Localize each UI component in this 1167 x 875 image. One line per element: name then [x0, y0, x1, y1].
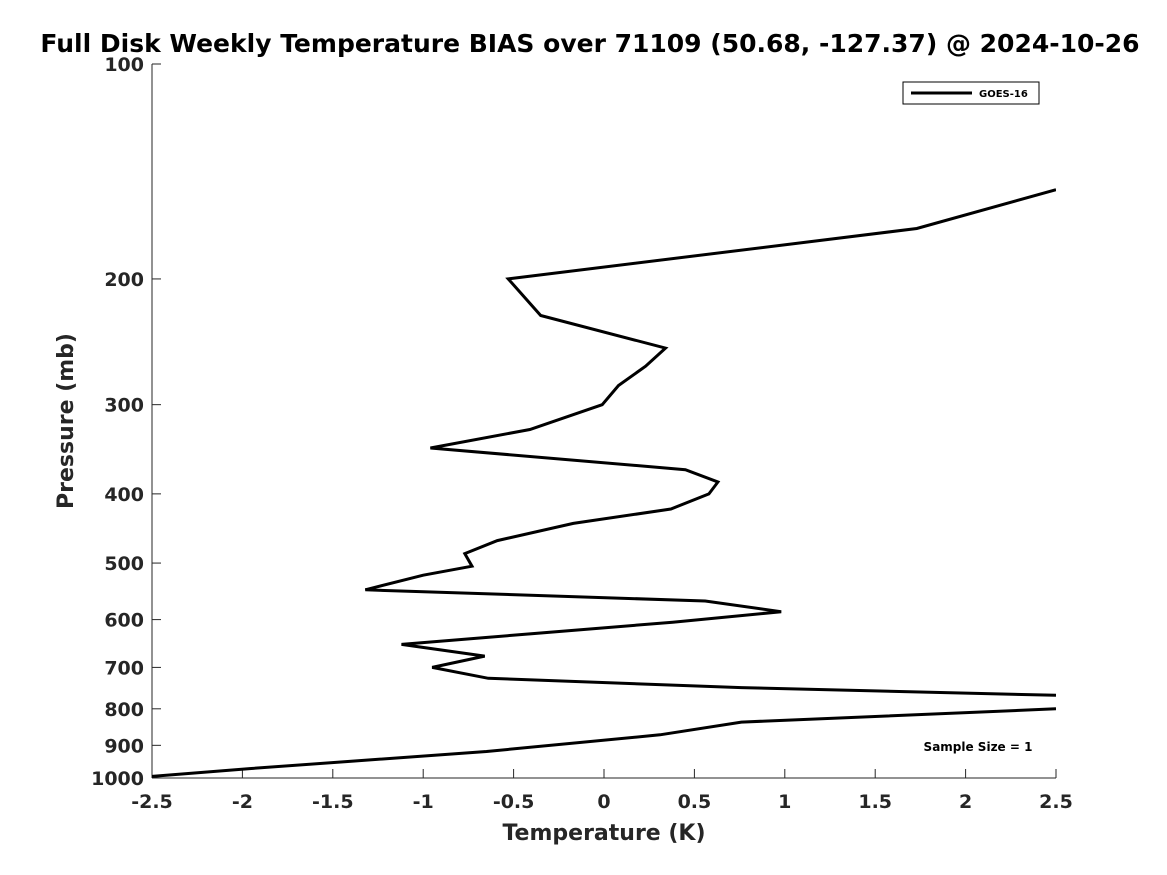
- x-tick-label: 0.5: [678, 791, 712, 813]
- y-tick-label: 400: [104, 484, 144, 506]
- x-tick-label: 1.5: [858, 791, 892, 813]
- sample-size-annotation: Sample Size = 1: [924, 740, 1033, 754]
- x-tick-label: -2.5: [131, 791, 173, 813]
- legend: GOES-16: [902, 81, 1040, 105]
- axes: [151, 64, 1056, 779]
- y-tick-label: 200: [104, 269, 144, 291]
- x-tick-label: 1: [778, 791, 791, 813]
- x-ticks: -2.5 -2 -1.5 -1 -0.5 0 0.5 1 1.5 2 2.5: [131, 769, 1073, 813]
- x-tick-label: -0.5: [493, 791, 535, 813]
- x-tick-label: 2: [959, 791, 972, 813]
- y-tick-label: 300: [104, 395, 144, 417]
- y-tick-label: 600: [104, 610, 144, 632]
- y-tick-label: 100: [104, 54, 144, 76]
- x-tick-label: 2.5: [1039, 791, 1073, 813]
- x-tick-label: -1.5: [312, 791, 354, 813]
- x-axis-label: Temperature (K): [502, 821, 705, 846]
- x-tick-label: 0: [597, 791, 610, 813]
- y-tick-label: 500: [104, 553, 144, 575]
- x-tick-label: -2: [232, 791, 253, 813]
- y-tick-label: 800: [104, 699, 144, 721]
- series-line-0: [364, 188, 1056, 697]
- chart-title: Full Disk Weekly Temperature BIAS over 7…: [40, 29, 1139, 58]
- series-line-1: [152, 707, 1056, 778]
- y-axis-label: Pressure (mb): [54, 333, 79, 509]
- x-tick-label: -1: [413, 791, 434, 813]
- series-lines: [152, 188, 1056, 787]
- y-tick-label: 900: [104, 735, 144, 757]
- y-tick-label: 700: [104, 657, 144, 679]
- series-line-2: [152, 781, 501, 787]
- y-tick-label: 1000: [91, 768, 144, 790]
- legend-label: GOES-16: [979, 89, 1028, 100]
- y-ticks: 100 200 300 400 500 600 700 800 900 1000: [91, 54, 161, 790]
